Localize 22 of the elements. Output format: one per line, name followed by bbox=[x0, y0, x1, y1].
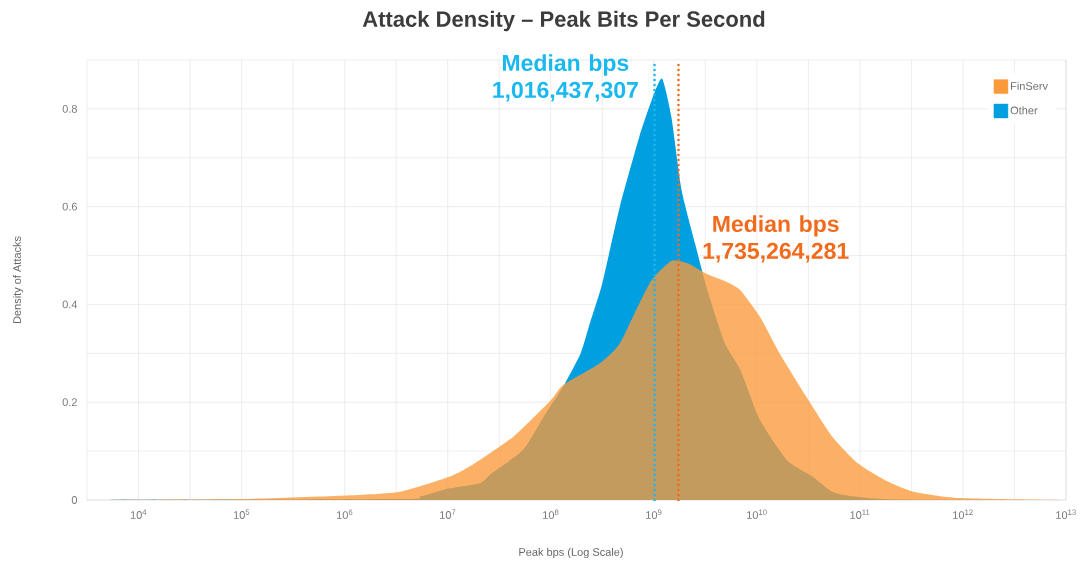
y-tick-label: 0 bbox=[71, 496, 78, 504]
y-tick-label: 0.2 bbox=[62, 398, 77, 407]
x-tick-label: 10$^{12}$ bbox=[953, 509, 973, 519]
legend-label: FinServ bbox=[1011, 81, 1048, 90]
x-tick-label: 10$^{4}$ bbox=[130, 509, 147, 519]
x-tick-label: 10$^{10}$ bbox=[747, 509, 767, 519]
x-tick-label: 10$^{6}$ bbox=[336, 509, 353, 519]
y-axis-title: Density of Attacks bbox=[12, 236, 24, 324]
x-axis-title: Peak bps (Log Scale) bbox=[519, 547, 623, 559]
x-tick-label: 10$^{9}$ bbox=[646, 509, 662, 519]
y-tick-label: 0.8 bbox=[62, 105, 77, 113]
x-tick-label: 10$^{8}$ bbox=[543, 509, 559, 519]
chart-title: Attack Density – Peak Bits Per Second bbox=[362, 10, 765, 32]
x-tick-label: 10$^{5}$ bbox=[233, 509, 250, 519]
y-tick-label: 0.4 bbox=[62, 300, 78, 309]
ref-line-label: Median bps 1,016,437,307 bbox=[493, 54, 638, 102]
legend-label: Other bbox=[1010, 106, 1038, 115]
x-tick-label: 10$^{13}$ bbox=[1056, 509, 1076, 519]
ref-line-label: Median bps 1,735,264,281 bbox=[703, 215, 849, 263]
x-tick-label: 10$^{7}$ bbox=[440, 509, 456, 519]
y-tick-label: 0.6 bbox=[62, 202, 77, 211]
x-tick-label: 10$^{11}$ bbox=[850, 509, 870, 519]
